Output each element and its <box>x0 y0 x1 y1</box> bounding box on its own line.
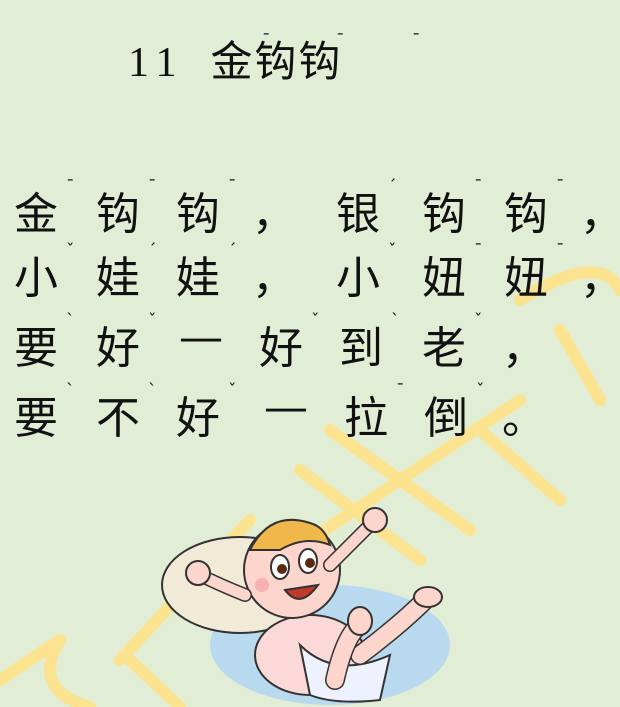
pinyin-mark: ˇ <box>388 241 397 261</box>
pinyin-mark: ˇ <box>474 311 483 331</box>
poem-char: 银 <box>336 189 380 240</box>
pinyin-mark: ¯ <box>228 177 237 197</box>
poem-char: 小 <box>14 253 58 304</box>
poem-char: 好 <box>259 323 303 374</box>
poem-char: 倒 <box>424 393 468 444</box>
lesson-title: 11 金钩钩 <box>128 28 342 89</box>
pinyin-mark: ˇ <box>476 381 485 401</box>
poem-period: 。 <box>502 393 546 444</box>
pinyin-mark: ¯ <box>474 241 483 261</box>
poem-char: — <box>264 382 308 433</box>
title-pinyin-1: ¯ <box>262 31 271 51</box>
poem-char: 到 <box>339 323 383 374</box>
pinyin-mark: ¯ <box>556 241 565 261</box>
pinyin-mark: ¯ <box>396 381 405 401</box>
poem-line-2: 小 ˇ 娃 ˊ 娃 ˊ ， 小 ˇ 妞 ¯ 妞 ¯ ， <box>14 241 620 304</box>
pinyin-mark: ˇ <box>66 241 75 261</box>
pinyin-mark: ˇ <box>148 311 157 331</box>
poem-char: 小 <box>336 253 380 304</box>
poem-comma: ， <box>252 189 296 240</box>
poem-char: 钩 <box>422 189 466 240</box>
poem-char: 钩 <box>504 189 548 240</box>
poem-char: 要 <box>14 393 58 444</box>
pinyin-mark: ¯ <box>66 177 75 197</box>
poem-comma: ， <box>252 253 296 304</box>
poem-comma: ， <box>502 323 546 374</box>
pinyin-mark: ˋ <box>66 311 75 331</box>
title-pinyin-2: ¯ <box>336 31 345 51</box>
poem-char: 钩 <box>176 189 220 240</box>
poem-char: 娃 <box>176 253 220 304</box>
lesson-title-text: 金钩钩 <box>210 37 343 86</box>
poem-line-1: 金 ¯ 钩 ¯ 钩 ¯ ， 银 ˊ 钩 ¯ 钩 ¯ ， <box>14 177 620 240</box>
pinyin-mark: ˋ <box>148 381 157 401</box>
lesson-number: 11 <box>128 40 185 86</box>
poem-char: 妞 <box>422 253 466 304</box>
poem-line-3: 要 ˋ 好 ˇ — 好 ˇ 到 ˋ 老 ˇ ， <box>14 311 614 374</box>
poem-comma: ， <box>580 189 620 240</box>
pinyin-mark: ˊ <box>228 241 237 261</box>
poem-char: 老 <box>422 323 466 374</box>
baby-illustration <box>161 507 450 705</box>
poem-comma: ， <box>580 253 620 304</box>
pinyin-mark: ¯ <box>474 177 483 197</box>
poem-char: 钩 <box>96 189 140 240</box>
pinyin-mark: ˋ <box>66 381 75 401</box>
poem-char: 不 <box>96 393 140 444</box>
pinyin-mark: ˊ <box>388 177 397 197</box>
poem-char: 娃 <box>96 253 140 304</box>
poem-char: — <box>179 312 223 363</box>
poem-char: 要 <box>14 323 58 374</box>
poem-char: 好 <box>96 323 140 374</box>
pinyin-mark: ˇ <box>311 311 320 331</box>
pinyin-mark: ¯ <box>148 177 157 197</box>
poem-char: 拉 <box>344 393 388 444</box>
poem-char: 妞 <box>504 253 548 304</box>
poem-char: 好 <box>176 393 220 444</box>
pinyin-mark: ˊ <box>148 241 157 261</box>
pinyin-mark: ˇ <box>228 381 237 401</box>
pinyin-mark: ˋ <box>391 311 400 331</box>
poem-char: 金 <box>14 189 58 240</box>
title-pinyin-3: ¯ <box>412 31 421 51</box>
pinyin-mark: ¯ <box>556 177 565 197</box>
poem-line-4: 要 ˋ 不 ˋ 好 ˇ — 拉 ¯ 倒 ˇ 。 <box>14 381 614 444</box>
